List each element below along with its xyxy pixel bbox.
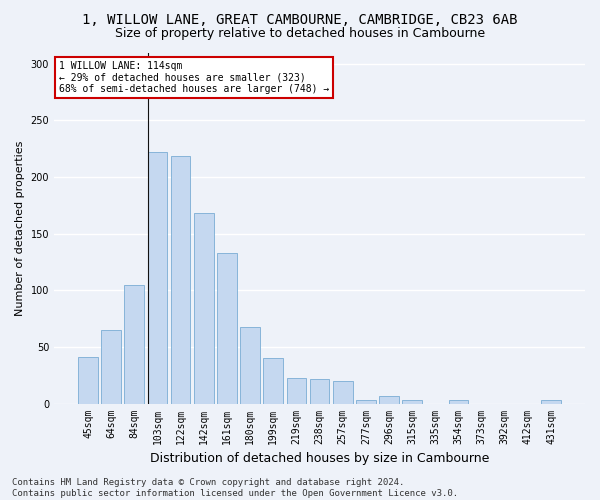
- Bar: [356, 400, 376, 404]
- Bar: [541, 400, 561, 404]
- X-axis label: Distribution of detached houses by size in Cambourne: Distribution of detached houses by size …: [150, 452, 489, 465]
- Text: Size of property relative to detached houses in Cambourne: Size of property relative to detached ho…: [115, 28, 485, 40]
- Text: Contains HM Land Registry data © Crown copyright and database right 2024.
Contai: Contains HM Land Registry data © Crown c…: [12, 478, 458, 498]
- Bar: [240, 326, 260, 404]
- Bar: [402, 400, 422, 404]
- Bar: [124, 284, 144, 404]
- Bar: [194, 214, 214, 404]
- Bar: [449, 400, 468, 404]
- Bar: [78, 357, 98, 404]
- Bar: [333, 381, 353, 404]
- Text: 1, WILLOW LANE, GREAT CAMBOURNE, CAMBRIDGE, CB23 6AB: 1, WILLOW LANE, GREAT CAMBOURNE, CAMBRID…: [82, 12, 518, 26]
- Bar: [148, 152, 167, 404]
- Bar: [217, 253, 237, 404]
- Bar: [171, 156, 190, 404]
- Bar: [379, 396, 399, 404]
- Bar: [287, 378, 306, 404]
- Bar: [263, 358, 283, 404]
- Bar: [310, 378, 329, 404]
- Text: 1 WILLOW LANE: 114sqm
← 29% of detached houses are smaller (323)
68% of semi-det: 1 WILLOW LANE: 114sqm ← 29% of detached …: [59, 62, 329, 94]
- Y-axis label: Number of detached properties: Number of detached properties: [15, 140, 25, 316]
- Bar: [101, 330, 121, 404]
